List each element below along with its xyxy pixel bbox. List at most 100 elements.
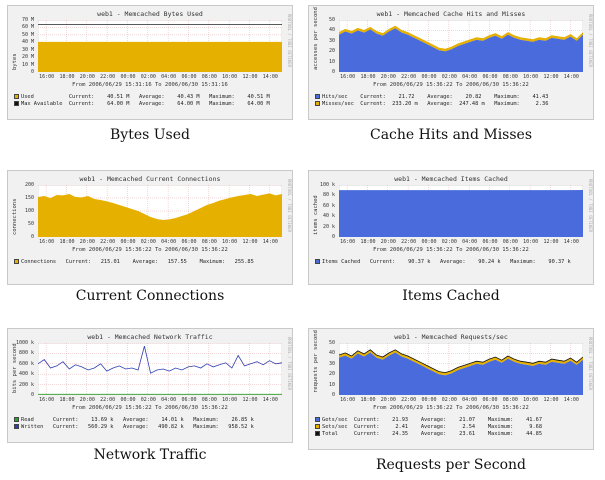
y-axis-label: bytes xyxy=(12,53,18,70)
rrdtool-credit: RRDTOOL / TOBI OETIKER xyxy=(287,14,292,67)
x-tick-label: 10:00 xyxy=(523,74,539,80)
x-tick-label: 20:00 xyxy=(79,74,95,80)
series-line-total xyxy=(339,349,583,374)
x-tick-label: 08:00 xyxy=(201,397,217,403)
legend-swatch xyxy=(315,417,320,422)
y-axis-label: connections xyxy=(12,198,18,235)
y-tick-label: 10 xyxy=(328,58,335,65)
plot-area xyxy=(339,20,583,72)
legend-row: Items Cached Current: 90.37 k Average: 9… xyxy=(315,259,571,265)
y-tick-label: 100 k xyxy=(319,182,335,188)
x-tick-label: 12:00 xyxy=(543,397,559,403)
plot-area xyxy=(38,343,282,395)
x-tick-label: 14:00 xyxy=(262,239,278,245)
legend-text: Used Current: 40.51 M Average: 40.43 M M… xyxy=(21,94,270,100)
x-tick-label: 14:00 xyxy=(563,74,579,80)
legend-text: Sets/sec Current: 2.41 Average: 2.54 Max… xyxy=(322,424,543,430)
legend-row: Used Current: 40.51 M Average: 40.43 M M… xyxy=(14,94,270,100)
x-tick-label: 02:00 xyxy=(441,239,457,245)
legend-row: Total Current: 24.35 Average: 23.61 Maxi… xyxy=(315,431,542,437)
x-tick-label: 18:00 xyxy=(59,239,75,245)
y-tick-label: 200 k xyxy=(18,381,34,388)
x-tick-label: 10:00 xyxy=(222,397,238,403)
y-tick-label: 0 xyxy=(331,392,335,398)
chart-caption: Current Connections xyxy=(75,288,225,304)
chart-title: web1 - Memcached Requests/sec xyxy=(394,333,508,341)
x-tick-label: 02:00 xyxy=(140,239,156,245)
chart-caption: Items Cached xyxy=(402,288,500,304)
x-tick-label: 12:00 xyxy=(242,397,258,403)
chart-title: web1 - Memcached Items Cached xyxy=(394,175,508,183)
y-tick-label: 0 xyxy=(30,234,34,240)
rrdtool-credit: RRDTOOL / TOBI OETIKER xyxy=(588,14,593,67)
y-tick-label: 0 xyxy=(30,69,34,75)
x-tick-label: 22:00 xyxy=(100,74,116,80)
x-tick-label: 04:00 xyxy=(161,74,177,80)
plot-area xyxy=(38,20,282,72)
x-tick-label: 14:00 xyxy=(262,74,278,80)
y-tick-label: 600 k xyxy=(18,360,34,367)
x-tick-label: 14:00 xyxy=(262,397,278,403)
x-tick-label: 00:00 xyxy=(120,74,136,80)
x-tick-label: 02:00 xyxy=(140,74,156,80)
legend-row: Written Current: 560.29 k Average: 490.8… xyxy=(14,424,254,430)
x-tick-label: 08:00 xyxy=(201,74,217,80)
legend-swatch xyxy=(14,94,19,99)
time-range: From 2006/06/29 15:36:22 To 2006/06/30 1… xyxy=(373,405,529,411)
legend-text: Written Current: 560.29 k Average: 490.8… xyxy=(21,424,254,430)
y-tick-label: 30 M xyxy=(21,46,34,53)
legend-row: Gets/sec Current: 21.93 Average: 21.07 M… xyxy=(315,417,542,423)
chart-caption: Cache Hits and Misses xyxy=(369,127,533,143)
legend-swatch xyxy=(315,94,320,99)
y-tick-label: 10 xyxy=(328,381,335,388)
x-tick-label: 04:00 xyxy=(462,397,478,403)
chart-panel: web1 - Memcached Items Cached items cache… xyxy=(308,170,594,285)
y-tick-label: 10 M xyxy=(21,61,34,68)
y-tick-label: 40 xyxy=(328,27,335,34)
y-tick-label: 400 k xyxy=(18,371,34,378)
x-tick-label: 08:00 xyxy=(502,239,518,245)
plot-area xyxy=(339,185,583,237)
time-range: From 2006/06/29 15:36:22 To 2006/06/30 1… xyxy=(72,247,228,253)
legend-text: Read Current: 13.69 k Average: 14.01 k M… xyxy=(21,417,254,423)
y-tick-label: 40 xyxy=(328,350,335,357)
y-tick-label: 60 k xyxy=(322,202,335,209)
chart-panel: web1 - Memcached Current Connections conn… xyxy=(7,170,293,285)
chart-caption: Bytes Used xyxy=(110,127,190,143)
y-tick-label: 40 M xyxy=(21,39,34,46)
chart-title: web1 - Memcached Cache Hits and Misses xyxy=(376,10,526,18)
y-tick-label: 40 k xyxy=(322,213,335,220)
x-tick-label: 00:00 xyxy=(421,239,437,245)
legend-swatch xyxy=(315,431,320,436)
y-tick-label: 800 k xyxy=(18,350,34,357)
y-axis-label: bits per second xyxy=(12,343,18,393)
x-tick-label: 16:00 xyxy=(340,239,356,245)
y-tick-label: 50 xyxy=(27,221,34,227)
y-tick-label: 80 k xyxy=(322,192,335,199)
legend-text: Misses/sec Current: 233.20 m Average: 24… xyxy=(322,101,549,107)
rrdtool-credit: RRDTOOL / TOBI OETIKER xyxy=(287,179,292,232)
x-tick-label: 16:00 xyxy=(39,397,55,403)
x-tick-label: 06:00 xyxy=(181,239,197,245)
y-tick-label: 100 xyxy=(24,208,34,214)
y-axis-label: items cached xyxy=(313,195,319,235)
series-area-connections xyxy=(38,193,282,237)
y-tick-label: 200 xyxy=(24,182,34,188)
x-tick-label: 00:00 xyxy=(421,74,437,80)
x-tick-label: 04:00 xyxy=(161,239,177,245)
series-area-gets-sec xyxy=(339,352,583,395)
x-tick-label: 04:00 xyxy=(462,74,478,80)
legend-text: Hits/sec Current: 21.72 Average: 20.82 M… xyxy=(322,94,549,100)
y-tick-label: 20 k xyxy=(322,223,335,230)
legend-row: Max Available Current: 64.00 M Average: … xyxy=(14,101,270,107)
legend-row: Misses/sec Current: 233.20 m Average: 24… xyxy=(315,101,548,107)
time-range: From 2006/06/29 15:36:22 To 2006/06/30 1… xyxy=(373,247,529,253)
y-tick-label: 60 M xyxy=(21,24,34,31)
plot-area xyxy=(38,185,282,237)
y-tick-label: 50 xyxy=(328,17,335,23)
y-tick-label: 20 M xyxy=(21,54,34,61)
chart-panel: web1 - Memcached Bytes Used bytes RRDTOOL … xyxy=(7,5,293,120)
legend-text: Connections Current: 215.01 Average: 157… xyxy=(21,259,254,265)
x-tick-label: 22:00 xyxy=(401,74,417,80)
x-tick-label: 02:00 xyxy=(441,74,457,80)
